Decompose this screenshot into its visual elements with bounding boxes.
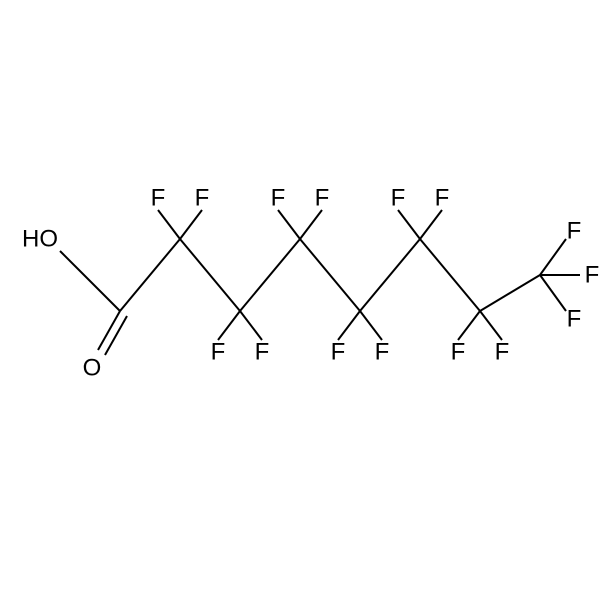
atom-label: F [451,339,466,366]
atom-label: F [195,185,210,212]
atom-label: F [567,306,582,333]
atom-label: O [83,355,102,382]
atom-label: F [151,185,166,212]
atom-label: F [211,339,226,366]
atom-label: F [331,339,346,366]
atom-label: F [585,262,600,289]
atom-label: F [255,339,270,366]
atom-label: HO [22,226,58,253]
atom-label: F [495,339,510,366]
atom-label: F [271,185,286,212]
molecule-diagram: HOOFFFFFFFFFFFFFFF [0,0,600,600]
atom-label: F [435,185,450,212]
atom-label: F [315,185,330,212]
atom-label: F [391,185,406,212]
atom-label: F [375,339,390,366]
atom-label: F [567,218,582,245]
